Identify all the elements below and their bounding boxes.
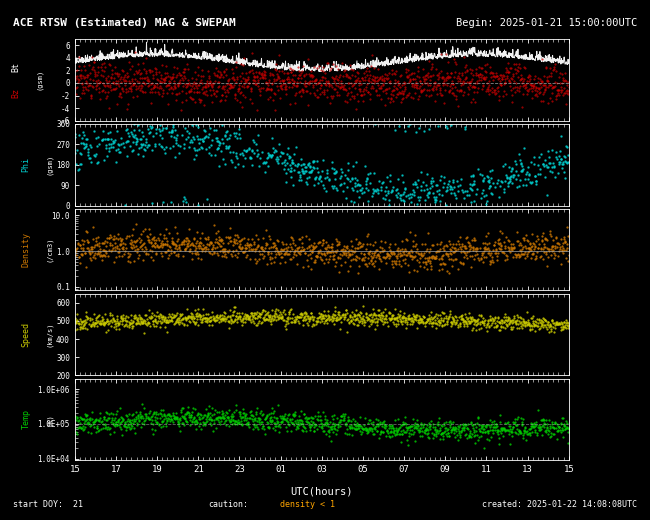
Text: Begin: 2025-01-21 15:00:00UTC: Begin: 2025-01-21 15:00:00UTC xyxy=(456,18,637,28)
Text: (/cm3): (/cm3) xyxy=(46,237,52,263)
Text: Speed: Speed xyxy=(21,322,31,347)
Text: density < 1: density < 1 xyxy=(280,500,335,509)
Text: caution:: caution: xyxy=(208,500,248,509)
Text: Temp: Temp xyxy=(21,409,31,430)
Text: UTC(hours): UTC(hours) xyxy=(291,486,353,497)
Text: (gsm): (gsm) xyxy=(46,154,52,175)
Text: Bz: Bz xyxy=(12,88,21,98)
Text: Density: Density xyxy=(21,232,31,267)
Text: (km/s): (km/s) xyxy=(46,322,52,347)
Text: Phi: Phi xyxy=(21,157,31,172)
Text: created: 2025-01-22 14:08:08UTC: created: 2025-01-22 14:08:08UTC xyxy=(482,500,637,509)
Text: (gsm): (gsm) xyxy=(36,69,42,90)
Text: (K): (K) xyxy=(46,413,52,426)
Text: Bt: Bt xyxy=(12,62,21,72)
Text: ACE RTSW (Estimated) MAG & SWEPAM: ACE RTSW (Estimated) MAG & SWEPAM xyxy=(13,18,236,28)
Text: start DOY:  21: start DOY: 21 xyxy=(13,500,83,509)
